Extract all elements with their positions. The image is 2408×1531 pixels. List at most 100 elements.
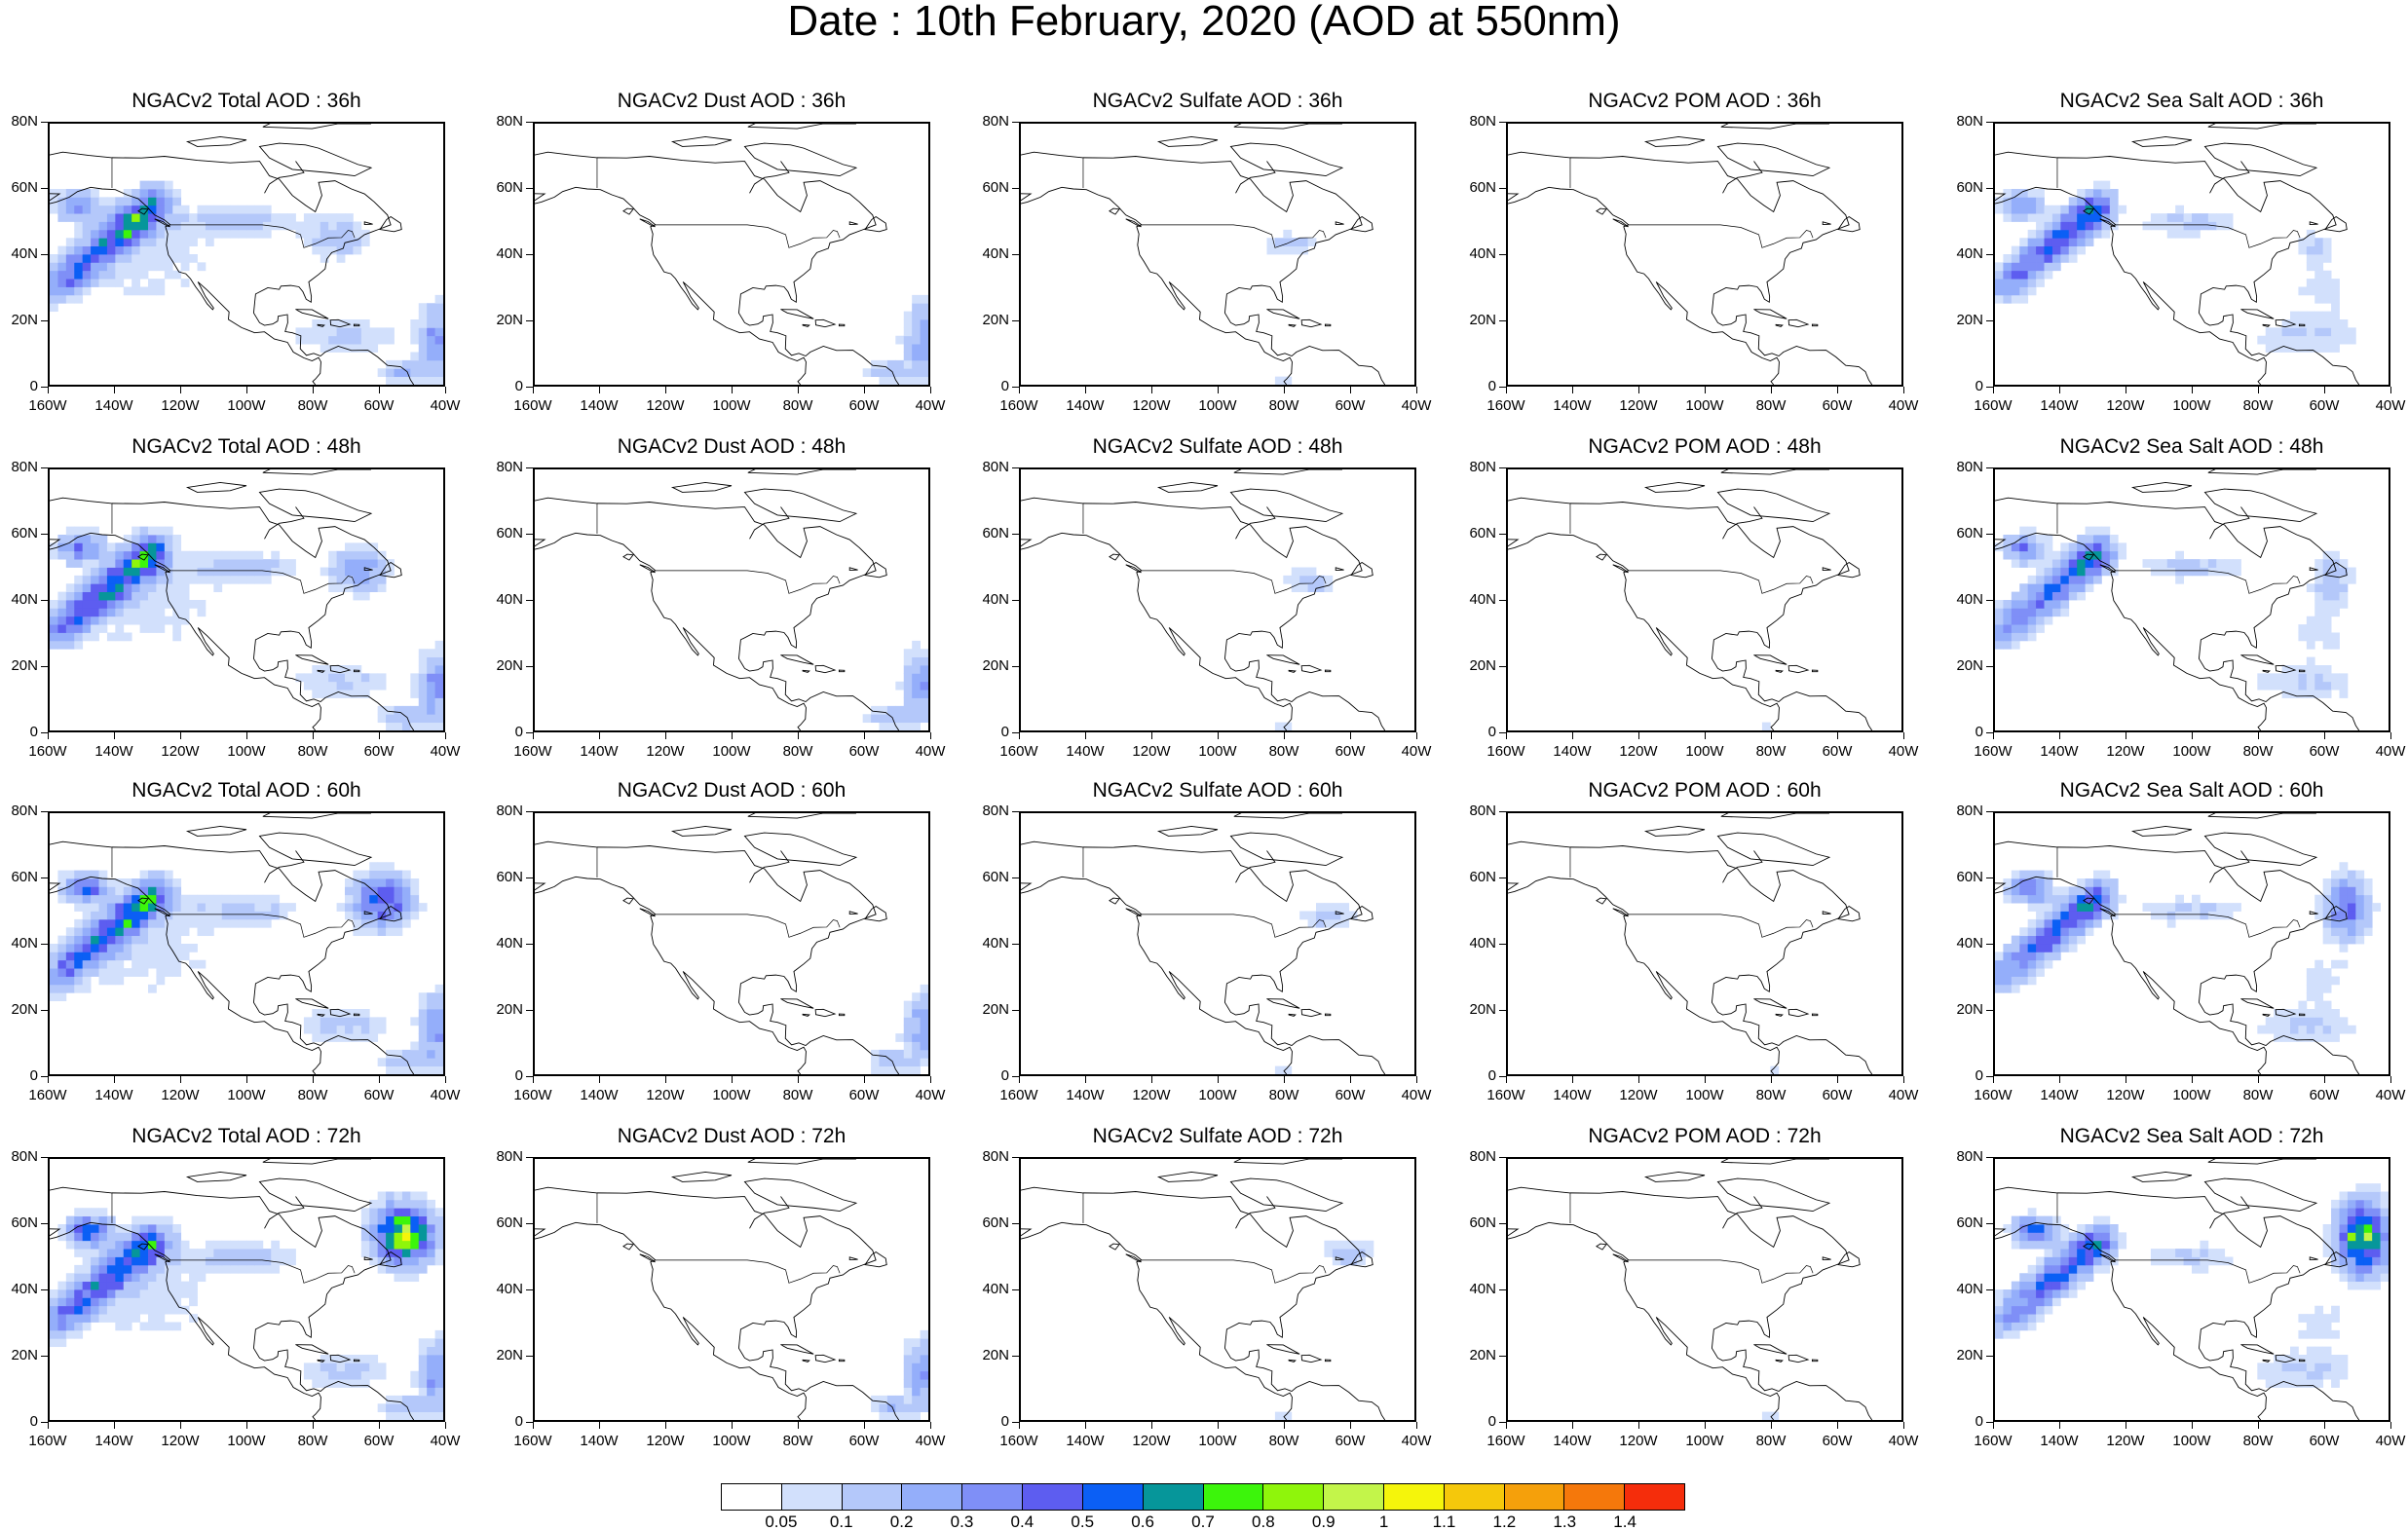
lat-tick-mark <box>526 944 533 945</box>
island-outline <box>1335 567 1344 572</box>
colorbar-swatch <box>722 1484 782 1510</box>
island-outline <box>1229 832 1344 867</box>
lat-tick-label: 60N <box>1956 1214 1983 1231</box>
panel-title: NGACv2 Sulfate AOD : 60h <box>1092 779 1343 802</box>
island-outline <box>1288 1359 1297 1363</box>
lon-tick-label: 120W <box>1132 743 1171 760</box>
lon-tick-mark <box>2258 1076 2259 1083</box>
coastline <box>2209 850 2250 883</box>
lon-tick-label: 160W <box>28 397 67 414</box>
island-outline <box>2130 1171 2193 1182</box>
island-outline <box>622 553 634 561</box>
lat-tick-label: 20N <box>1956 312 1983 328</box>
country-border <box>1628 224 1814 248</box>
island-outline <box>2099 218 2116 228</box>
lat-tick-label: 60N <box>496 179 523 196</box>
island-outline <box>295 1344 329 1355</box>
lat-tick-mark <box>526 1289 533 1290</box>
colorbar-swatch <box>781 1484 843 1510</box>
coastlines <box>535 124 900 385</box>
island-outline <box>1720 813 1829 819</box>
island-outline <box>1266 998 1300 1009</box>
lon-tick-mark <box>1506 387 1507 393</box>
island-outline <box>1156 1171 1219 1182</box>
aod-map-seasalt-36h <box>1993 122 2390 387</box>
lat-tick-label: 20N <box>11 1001 38 1018</box>
lon-tick-mark <box>2059 1422 2060 1429</box>
lat-tick-label: 20N <box>1469 1347 1496 1363</box>
lat-tick-mark <box>526 320 533 321</box>
lat-tick-mark <box>526 254 533 255</box>
lon-tick-label: 60W <box>1822 397 1853 414</box>
island-outline <box>1716 1177 1831 1213</box>
lat-tick-mark <box>526 534 533 535</box>
lat-tick-label: 80N <box>11 803 38 819</box>
lon-tick-mark <box>2324 1076 2325 1083</box>
lat-tick-label: 60N <box>496 1214 523 1231</box>
lat-tick-label: 80N <box>1469 1148 1496 1165</box>
lon-tick-mark <box>48 1422 49 1429</box>
lon-tick-mark <box>2258 387 2259 393</box>
lon-tick-label: 40W <box>2375 1433 2406 1449</box>
lon-tick-label: 60W <box>363 1433 395 1449</box>
lon-tick-label: 160W <box>513 1433 552 1449</box>
island-outline <box>2203 1177 2318 1213</box>
lon-tick-mark <box>246 387 247 393</box>
lon-tick-label: 100W <box>2172 743 2211 760</box>
lon-tick-label: 80W <box>1268 397 1299 414</box>
island-outline <box>1612 908 1629 917</box>
lon-tick-label: 60W <box>848 397 880 414</box>
island-outline <box>1787 1354 1810 1363</box>
country-border <box>169 224 356 248</box>
coastline <box>1235 161 1276 194</box>
lat-tick-label: 80N <box>982 803 1009 819</box>
colorbar-label: 0.1 <box>829 1512 853 1531</box>
aod-map-dust-60h <box>533 811 930 1076</box>
coastline <box>1021 151 1386 385</box>
lon-tick-mark <box>2324 1422 2325 1429</box>
lat-tick-label: 0 <box>29 378 38 394</box>
lon-tick-label: 80W <box>782 743 813 760</box>
island-outline <box>317 669 325 673</box>
lon-tick-mark <box>1903 1076 1904 1083</box>
island-outline <box>780 309 814 319</box>
lat-tick-mark <box>41 534 48 535</box>
lon-tick-label: 100W <box>227 743 266 760</box>
lon-tick-label: 40W <box>430 1087 461 1103</box>
lat-tick-mark <box>1499 534 1506 535</box>
lon-tick-label: 80W <box>782 1087 813 1103</box>
country-border <box>1141 914 1327 938</box>
lon-tick-mark <box>1416 1076 1417 1083</box>
colorbar-swatch <box>1143 1484 1204 1510</box>
lon-tick-label: 100W <box>712 1433 751 1449</box>
island-outline <box>639 908 656 917</box>
colorbar-label: 1.4 <box>1613 1512 1637 1531</box>
colorbar-label: 1.2 <box>1492 1512 1517 1531</box>
aod-field <box>871 1329 928 1420</box>
country-border <box>169 914 356 938</box>
lat-tick-label: 60N <box>1956 869 1983 885</box>
lon-tick-mark <box>1993 1422 1994 1429</box>
lat-tick-mark <box>526 1076 533 1077</box>
island-outline <box>1324 1359 1332 1363</box>
colorbar-label: 0.05 <box>765 1512 798 1531</box>
lon-tick-label: 160W <box>1974 743 2013 760</box>
lon-tick-label: 60W <box>1335 397 1366 414</box>
island-outline <box>1720 1159 1829 1165</box>
coastline <box>1722 161 1763 194</box>
coastline <box>1995 1186 2360 1420</box>
colorbar-swatch <box>1263 1484 1325 1510</box>
island-outline <box>1288 323 1297 327</box>
lat-tick-mark <box>1986 811 1993 812</box>
lat-tick-label: 80N <box>496 1148 523 1165</box>
lat-tick-label: 40N <box>1469 591 1496 608</box>
lon-tick-label: 60W <box>848 743 880 760</box>
lon-tick-mark <box>599 387 600 393</box>
lat-tick-mark <box>526 387 533 388</box>
lat-tick-label: 20N <box>1469 1001 1496 1018</box>
lat-tick-label: 60N <box>496 869 523 885</box>
lon-tick-label: 40W <box>2375 397 2406 414</box>
country-border <box>655 224 841 248</box>
lon-tick-mark <box>313 1076 314 1083</box>
island-outline <box>137 207 149 215</box>
